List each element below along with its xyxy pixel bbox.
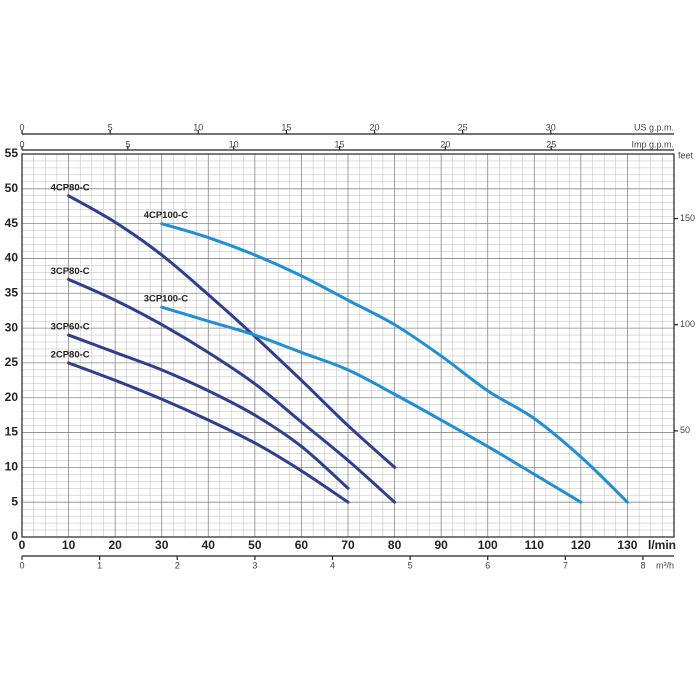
y-tick-label: 20 [5, 390, 19, 404]
curve-label: 4CP100-C [144, 210, 188, 221]
tick-label: 7 [563, 560, 568, 570]
tick-label: 0 [19, 560, 24, 570]
tick-label: 20 [440, 139, 450, 149]
pump-curve [160, 222, 629, 504]
tick-label: 30 [546, 122, 556, 132]
x-tick-label: 90 [434, 538, 448, 552]
y-tick-label: 15 [5, 425, 19, 439]
tick-label: 6 [485, 560, 490, 570]
tick-label: 4 [330, 560, 335, 570]
x-tick-label: 100 [478, 538, 498, 552]
pump-curve [160, 305, 583, 504]
axis-label: m³/h [656, 560, 674, 570]
plot-frame [21, 153, 675, 538]
tick-label: 20 [370, 122, 380, 132]
tick-label: 10 [229, 139, 239, 149]
tick-label: 8 [640, 560, 645, 570]
curve-label: 2CP80-C [51, 349, 90, 360]
tick-label: 5 [108, 122, 113, 132]
y-tick-label: 30 [5, 320, 19, 334]
tick-label: 3 [252, 560, 257, 570]
y-tick-label: 45 [5, 216, 19, 230]
curve-label: 4CP80-C [51, 182, 90, 193]
tick-label: 25 [458, 122, 468, 132]
axis-label: Imp g.p.m. [631, 139, 674, 149]
x-tick-label: 40 [202, 538, 216, 552]
x-tick-label: 50 [248, 538, 262, 552]
axis-label: US g.p.m. [634, 122, 674, 132]
tick-label: 5 [125, 139, 130, 149]
tick-label: 15 [335, 139, 345, 149]
tick-label: 25 [546, 139, 556, 149]
curve-label: 3CP80-C [51, 266, 90, 277]
y-tick-label: 25 [5, 355, 19, 369]
y-tick-label: 0 [11, 529, 18, 543]
tick-label: 5 [408, 560, 413, 570]
tick-label: 1 [97, 560, 102, 570]
x-tick-label: 30 [155, 538, 169, 552]
y-tick-label: 5 [11, 494, 18, 508]
curve-label: 3CP60-C [51, 322, 90, 333]
pump-curve [67, 361, 350, 504]
x-tick-label: 70 [341, 538, 355, 552]
pump-curve [67, 277, 397, 504]
x-tick-label: 80 [388, 538, 402, 552]
tick-label: 0 [19, 122, 24, 132]
x-tick-label: 110 [525, 538, 545, 552]
tick-label: 0 [19, 139, 24, 149]
pump-curve [67, 333, 350, 490]
y-tick-label: 40 [5, 251, 19, 265]
x-tick-label: 10 [62, 538, 76, 552]
y-tick-label: 35 [5, 285, 19, 299]
curve-label: 3CP100-C [144, 294, 188, 305]
tick-label: 10 [193, 122, 203, 132]
y-tick-label: 50 [5, 181, 19, 195]
x-tick-label: 130 [617, 538, 637, 552]
pump-curve [67, 194, 397, 469]
x-tick-label: 20 [108, 538, 122, 552]
y2-axis-label: feet [678, 150, 694, 160]
tick-label: 2 [175, 560, 180, 570]
x-axis-label: l/min [648, 538, 676, 552]
tick-label: 15 [281, 122, 291, 132]
y-tick-label: 55 [5, 146, 19, 160]
x-tick-label: 0 [19, 538, 26, 552]
x-tick-label: 60 [295, 538, 309, 552]
x-tick-label: 120 [571, 538, 591, 552]
y2-tick-label: 150 [680, 213, 695, 223]
y2-tick-label: 50 [680, 425, 690, 435]
y-tick-label: 10 [5, 460, 19, 474]
y2-tick-label: 100 [680, 319, 695, 329]
